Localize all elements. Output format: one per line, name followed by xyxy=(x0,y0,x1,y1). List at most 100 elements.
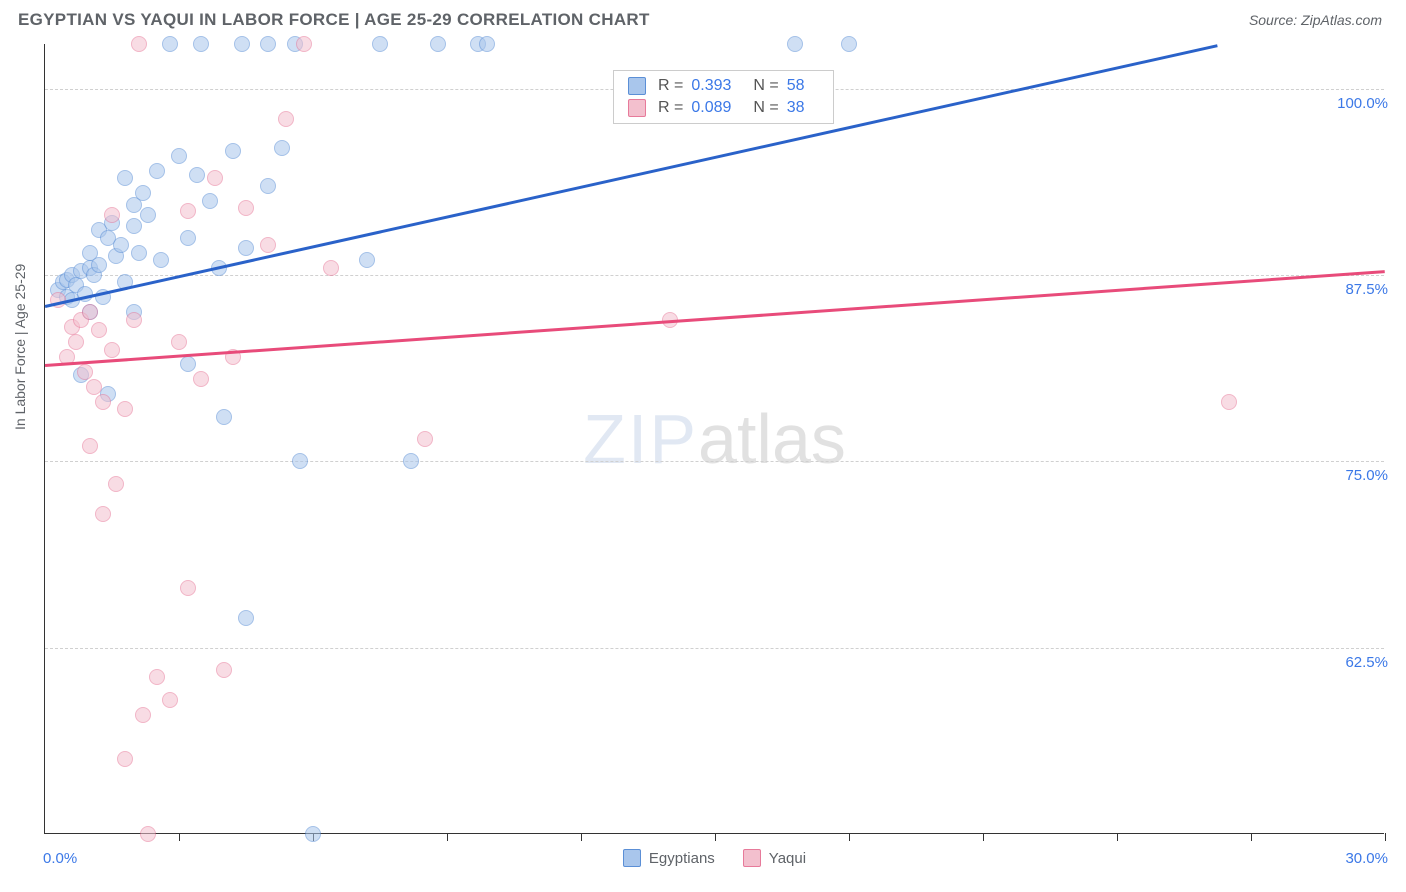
n-value-yaqui: 38 xyxy=(787,99,805,117)
data-point-yaqui xyxy=(180,580,196,596)
data-point-yaqui xyxy=(77,364,93,380)
swatch-egyptians xyxy=(628,77,646,95)
chart-source: Source: ZipAtlas.com xyxy=(1249,12,1382,28)
data-point-yaqui xyxy=(260,237,276,253)
x-tick xyxy=(1385,833,1386,841)
watermark: ZIPatlas xyxy=(583,399,846,479)
n-value-egyptians: 58 xyxy=(787,77,805,95)
r-label: R = xyxy=(658,77,683,95)
data-point-yaqui xyxy=(323,260,339,276)
data-point-yaqui xyxy=(82,304,98,320)
data-point-yaqui xyxy=(149,669,165,685)
data-point-yaqui xyxy=(193,371,209,387)
legend-swatch-egyptians xyxy=(623,849,641,867)
r-value-egyptians: 0.393 xyxy=(691,77,731,95)
data-point-yaqui xyxy=(117,401,133,417)
data-point-yaqui xyxy=(131,36,147,52)
data-point-egyptians xyxy=(162,36,178,52)
y-tick-label: 87.5% xyxy=(1345,281,1388,298)
data-point-egyptians xyxy=(91,257,107,273)
data-point-egyptians xyxy=(113,237,129,253)
data-point-yaqui xyxy=(104,207,120,223)
data-point-egyptians xyxy=(225,143,241,159)
swatch-yaqui xyxy=(628,99,646,117)
data-point-yaqui xyxy=(162,692,178,708)
data-point-egyptians xyxy=(403,453,419,469)
data-point-egyptians xyxy=(153,252,169,268)
data-point-yaqui xyxy=(95,394,111,410)
legend-item-egyptians: Egyptians xyxy=(623,849,715,867)
data-point-yaqui xyxy=(180,203,196,219)
r-label: R = xyxy=(658,99,683,117)
data-point-egyptians xyxy=(149,163,165,179)
legend-label-egyptians: Egyptians xyxy=(649,850,715,867)
legend-label-yaqui: Yaqui xyxy=(769,850,806,867)
data-point-egyptians xyxy=(140,207,156,223)
data-point-egyptians xyxy=(180,356,196,372)
n-label: N = xyxy=(753,77,778,95)
data-point-yaqui xyxy=(91,322,107,338)
y-tick-label: 62.5% xyxy=(1345,654,1388,671)
data-point-yaqui xyxy=(104,342,120,358)
data-point-egyptians xyxy=(171,148,187,164)
x-tick xyxy=(179,833,180,841)
y-tick-label: 75.0% xyxy=(1345,467,1388,484)
data-point-yaqui xyxy=(140,826,156,842)
x-tick xyxy=(1117,833,1118,841)
plot-area: ZIPatlas 62.5%75.0%87.5%100.0% R = 0.393… xyxy=(44,44,1384,834)
data-point-egyptians xyxy=(131,245,147,261)
data-point-yaqui xyxy=(296,36,312,52)
data-point-yaqui xyxy=(278,111,294,127)
legend-item-yaqui: Yaqui xyxy=(743,849,806,867)
data-point-egyptians xyxy=(305,826,321,842)
data-point-yaqui xyxy=(86,379,102,395)
data-point-yaqui xyxy=(216,662,232,678)
gridline xyxy=(45,275,1384,276)
chart-title: EGYPTIAN VS YAQUI IN LABOR FORCE | AGE 2… xyxy=(18,10,650,30)
data-point-egyptians xyxy=(135,185,151,201)
watermark-part1: ZIP xyxy=(583,400,698,478)
data-point-yaqui xyxy=(68,334,84,350)
gridline xyxy=(45,648,1384,649)
data-point-egyptians xyxy=(260,36,276,52)
data-point-egyptians xyxy=(202,193,218,209)
data-point-egyptians xyxy=(260,178,276,194)
data-point-yaqui xyxy=(82,438,98,454)
correlation-stats-box: R = 0.393 N = 58 R = 0.089 N = 38 xyxy=(613,70,834,124)
legend: Egyptians Yaqui xyxy=(45,849,1384,867)
data-point-egyptians xyxy=(238,610,254,626)
gridline xyxy=(45,461,1384,462)
watermark-part2: atlas xyxy=(698,400,846,478)
n-label: N = xyxy=(753,99,778,117)
x-tick xyxy=(983,833,984,841)
x-tick xyxy=(581,833,582,841)
data-point-egyptians xyxy=(117,170,133,186)
data-point-egyptians xyxy=(479,36,495,52)
x-tick xyxy=(715,833,716,841)
data-point-egyptians xyxy=(841,36,857,52)
data-point-egyptians xyxy=(189,167,205,183)
stats-row-yaqui: R = 0.089 N = 38 xyxy=(614,97,833,119)
data-point-egyptians xyxy=(238,240,254,256)
data-point-egyptians xyxy=(126,218,142,234)
data-point-egyptians xyxy=(372,36,388,52)
data-point-yaqui xyxy=(1221,394,1237,410)
data-point-egyptians xyxy=(180,230,196,246)
data-point-yaqui xyxy=(238,200,254,216)
x-tick xyxy=(849,833,850,841)
x-tick xyxy=(447,833,448,841)
r-value-yaqui: 0.089 xyxy=(691,99,731,117)
data-point-egyptians xyxy=(292,453,308,469)
x-tick xyxy=(1251,833,1252,841)
data-point-yaqui xyxy=(108,476,124,492)
data-point-egyptians xyxy=(430,36,446,52)
data-point-yaqui xyxy=(417,431,433,447)
data-point-egyptians xyxy=(216,409,232,425)
legend-swatch-yaqui xyxy=(743,849,761,867)
data-point-egyptians xyxy=(787,36,803,52)
data-point-yaqui xyxy=(171,334,187,350)
y-tick-label: 100.0% xyxy=(1337,95,1388,112)
data-point-egyptians xyxy=(193,36,209,52)
data-point-egyptians xyxy=(274,140,290,156)
data-point-yaqui xyxy=(117,751,133,767)
